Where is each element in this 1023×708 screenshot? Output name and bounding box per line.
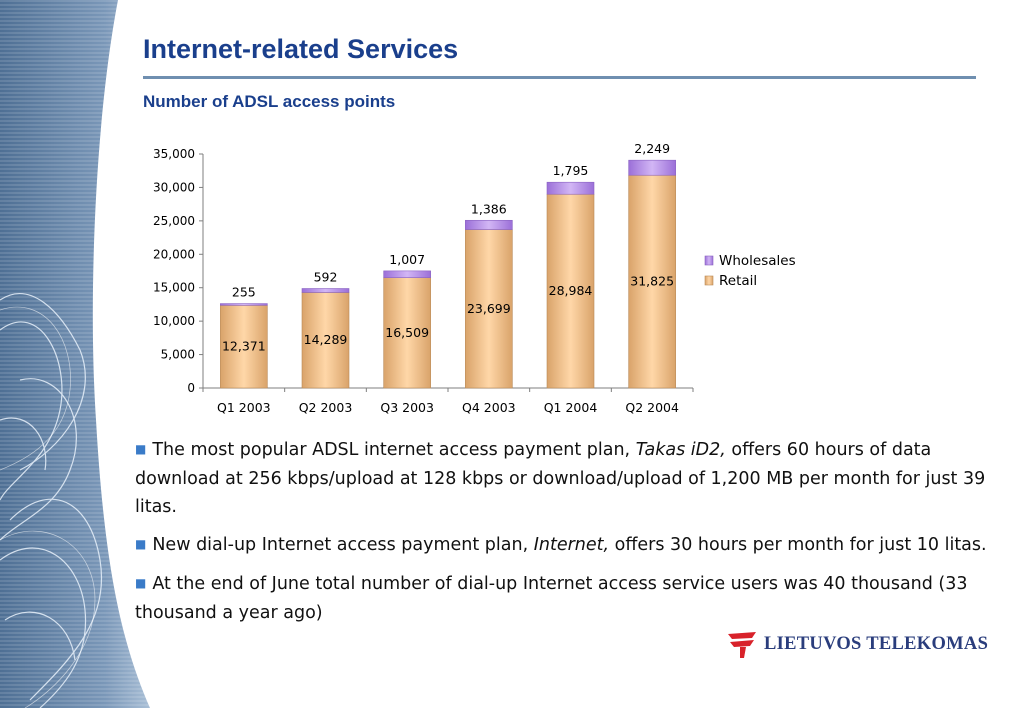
bullet-text: New dial-up Internet access payment plan…	[152, 535, 534, 555]
x-tick-label: Q3 2003	[380, 400, 434, 415]
x-tick-label: Q2 2004	[625, 400, 679, 415]
legend-label-wholesales: Wholesales	[719, 253, 796, 269]
legend-label-retail: Retail	[719, 273, 757, 289]
decorative-sidebar	[0, 0, 150, 708]
logo-wordmark: LIETUVOS TELEKOMAS	[764, 634, 989, 654]
bullet-text: At the end of June total number of dial-…	[135, 574, 968, 623]
wholesales-value-label: 592	[314, 270, 338, 285]
chart-subtitle: Number of ADSL access points	[143, 92, 396, 111]
bar-retail	[383, 277, 431, 389]
bar-retail	[546, 193, 595, 389]
bar-wholesales	[628, 159, 676, 176]
retail-value-label: 28,984	[549, 283, 593, 298]
bar-retail	[465, 229, 513, 389]
x-tick-label: Q1 2004	[544, 400, 598, 415]
y-tick-label: 35,000	[153, 147, 195, 161]
bar-wholesales	[546, 181, 595, 195]
y-tick-label: 15,000	[153, 281, 195, 295]
bullet-item: ■ The most popular ADSL internet access p…	[135, 436, 995, 521]
wholesales-value-label: 1,007	[389, 252, 425, 267]
bullet-text: offers 60 hours of data download at 256 …	[135, 440, 986, 517]
retail-value-label: 12,371	[222, 339, 266, 354]
y-tick-label: 0	[187, 381, 195, 395]
slide-title: Internet-related Services	[143, 34, 459, 64]
plan-name: Takas iD2,	[635, 440, 726, 460]
title-divider	[143, 76, 976, 79]
bullet-list: ■ The most popular ADSL internet access p…	[135, 436, 995, 637]
x-tick-label: Q4 2003	[462, 400, 516, 415]
retail-value-label: 16,509	[385, 325, 429, 340]
bar-retail	[220, 304, 268, 389]
adsl-stacked-bar-chart: 0 5,000 10,000 15,000 20,000 25,000 30,000 35,0…	[153, 141, 796, 415]
bullet-square-icon: ■	[135, 537, 147, 551]
retail-value-label: 14,289	[304, 332, 348, 347]
bar-wholesales	[301, 288, 350, 293]
retail-value-label: 31,825	[630, 274, 674, 289]
y-tick-label: 5,000	[161, 348, 195, 362]
bar-wholesales	[220, 303, 268, 306]
y-tick-label: 30,000	[153, 180, 195, 194]
bullet-item: ■ New dial-up Internet access payment pla…	[135, 531, 995, 560]
bullet-square-icon: ■	[135, 576, 147, 590]
logo-mark-icon	[728, 632, 756, 658]
y-tick-label: 25,000	[153, 214, 195, 228]
x-tick-label: Q1 2003	[217, 400, 271, 415]
bullet-item: ■ At the end of June total number of dial…	[135, 570, 995, 627]
bullet-text: The most popular ADSL internet access pa…	[152, 440, 636, 460]
plan-name: Internet,	[533, 535, 610, 555]
y-tick-label: 10,000	[153, 314, 195, 328]
wholesales-value-label: 255	[232, 285, 256, 300]
bar-retail	[628, 174, 676, 389]
y-tick-label: 20,000	[153, 247, 195, 261]
company-logo: LIETUVOS TELEKOMAS	[726, 628, 1001, 662]
x-tick-label: Q2 2003	[299, 400, 353, 415]
bar-wholesales	[383, 270, 431, 278]
wholesales-value-label: 1,795	[553, 163, 589, 178]
bullet-square-icon: ■	[135, 442, 147, 456]
bullet-text: offers 30 hours per month for just 10 li…	[609, 535, 987, 555]
bar-retail	[301, 292, 350, 389]
legend-swatch-wholesales	[704, 255, 714, 266]
wholesales-value-label: 2,249	[634, 141, 670, 156]
bar-wholesales	[465, 219, 513, 230]
retail-value-label: 23,699	[467, 301, 511, 316]
legend-swatch-retail	[704, 275, 714, 286]
wholesales-value-label: 1,386	[471, 201, 507, 216]
